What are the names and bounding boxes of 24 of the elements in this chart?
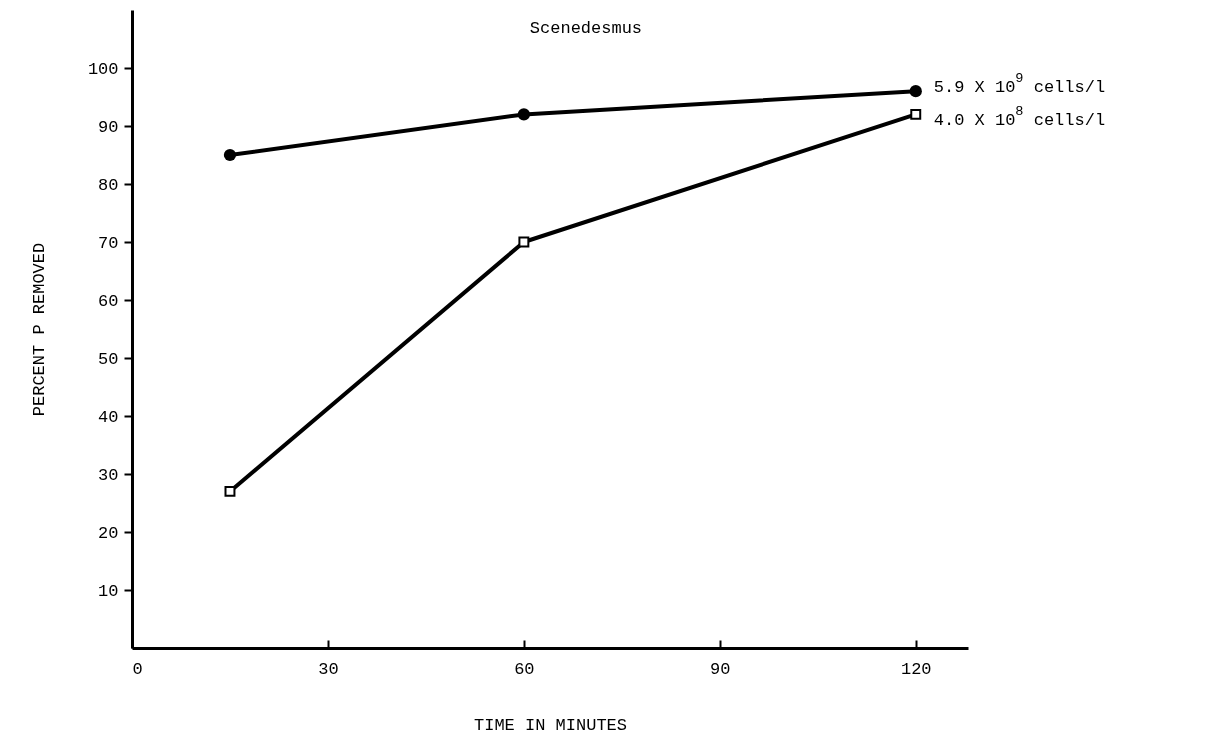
y-tick-label: 90 xyxy=(98,117,119,137)
y-tick-label: 100 xyxy=(87,59,119,79)
point xyxy=(223,148,237,162)
point xyxy=(517,108,530,121)
y-tick-label: 30 xyxy=(98,465,119,485)
y-tick-label: 80 xyxy=(98,175,119,195)
x-tick-label: 120 xyxy=(900,659,932,679)
y-tick-label: 60 xyxy=(98,291,119,311)
point xyxy=(909,85,922,98)
x-tick-label: 30 xyxy=(318,659,339,679)
y-tick-label: 50 xyxy=(98,349,119,369)
text: Scenedesmus xyxy=(529,19,643,38)
y-tick-label: 70 xyxy=(98,233,119,253)
y-tick-label: 10 xyxy=(98,581,119,601)
point xyxy=(910,108,922,120)
x-tick-label: 60 xyxy=(514,659,535,679)
x-axis-title: TIME IN MINUTES xyxy=(473,715,628,735)
point xyxy=(224,485,236,497)
x-tick-label: 0 xyxy=(132,659,143,679)
x-tick-label: 90 xyxy=(710,659,731,679)
y-tick-label: 20 xyxy=(98,523,119,543)
y-tick-label: 40 xyxy=(98,407,119,427)
point xyxy=(518,236,530,248)
y-axis-title: PERCENT P REMOVED xyxy=(29,242,49,417)
